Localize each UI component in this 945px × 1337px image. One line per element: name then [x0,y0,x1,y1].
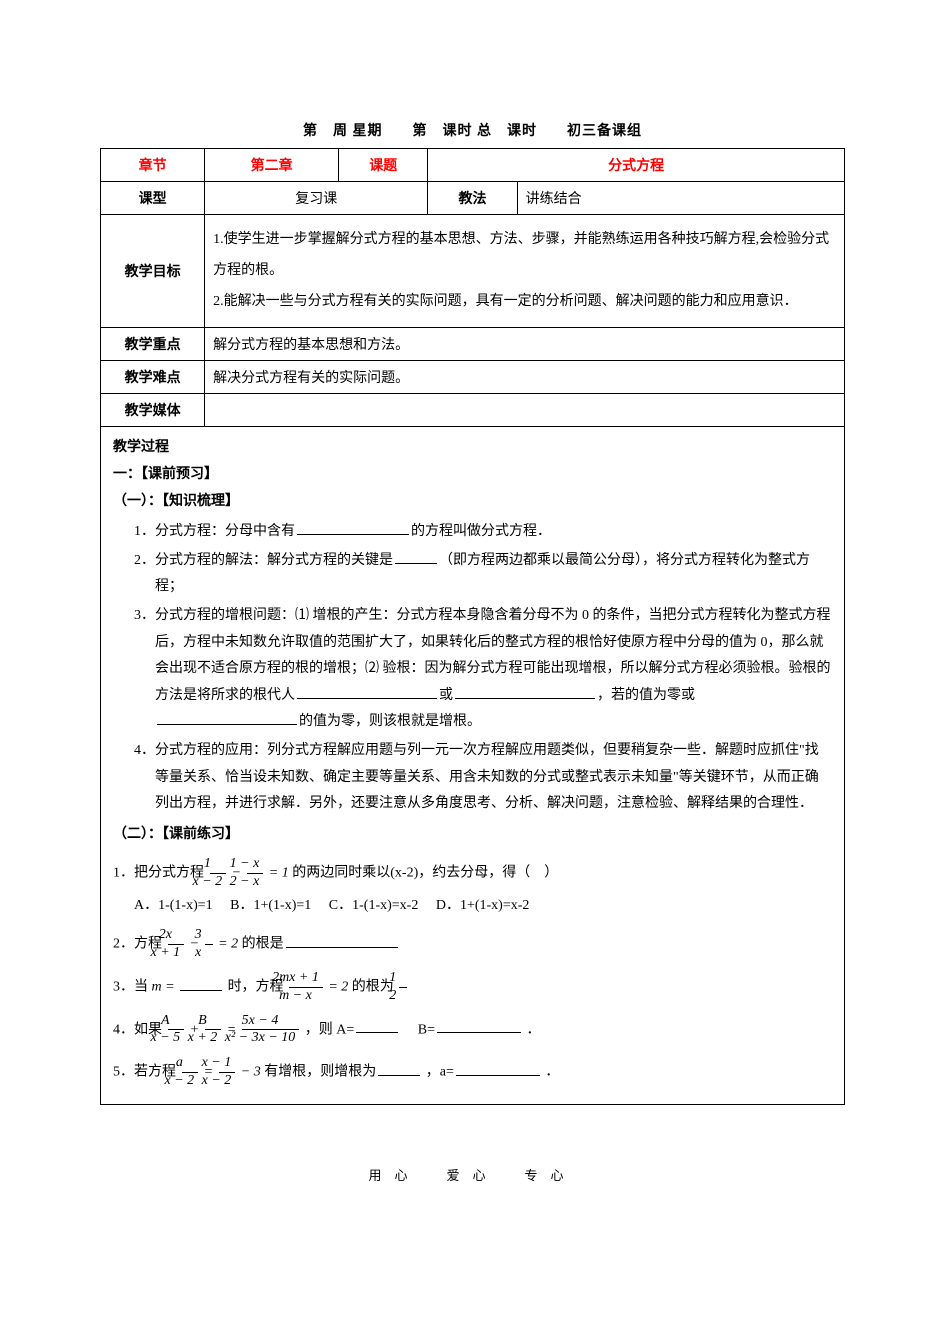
blank [180,976,222,991]
q4c: B= [404,1022,435,1037]
blank [437,1018,521,1033]
cell-goal-value: 1.使学生进一步掌握解分式方程的基本思想、方法、步骤，并能熟练运用各种技巧解方程… [205,215,845,328]
knowledge-list: 1．分式方程：分母中含有 的方程叫做分式方程． 2．分式方程的解法：解分式方程的关… [113,519,832,818]
knowledge-item-1: 1．分式方程：分母中含有 的方程叫做分式方程． [134,519,832,546]
preview-title: 一：【课前预习】 [113,462,832,489]
fraction: 5x − 4x² − 3x − 10 [242,1013,300,1048]
eq3r: = 2 [328,980,348,995]
q5c: ，a= [426,1065,454,1080]
blank [286,933,398,948]
q1a: 1．把分式方程 [113,866,204,881]
fraction: Ax − 5 [168,1013,185,1048]
goal-p2: 2.能解决一些与分式方程有关的实际问题，具有一定的分析问题、解决问题的能力和应用… [213,287,836,318]
cell-focus-value: 解分式方程的基本思想和方法。 [205,328,845,361]
cell-type-label: 课型 [101,182,205,215]
k3b: 或 [439,688,453,703]
blank [356,1018,398,1033]
fraction: x − 1x − 2 [219,1055,236,1090]
lesson-table: 章节 第二章 课题 分式方程 课型 复习课 教法 讲练结合 教学目标 1.使学生… [100,148,845,427]
cell-goal-label: 教学目标 [101,215,205,328]
eq5r: − 3 [241,1065,261,1080]
cell-media-value [205,394,845,427]
q4b: ，则 A= [305,1022,355,1037]
goal-p1: 1.使学生进一步掌握解分式方程的基本思想、方法、步骤，并能熟练运用各种技巧解方程… [213,225,836,287]
practice-q4: 4．如果 Ax − 5 + Bx + 2 = 5x − 4x² − 3x − 1… [113,1013,832,1048]
section2-title: （二）：【课前练习】 [113,822,832,849]
eq2r: = 2 [218,937,238,952]
cell-type-value: 复习课 [205,182,428,215]
fraction: ax − 2 [182,1055,199,1090]
k2a: 2．分式方程的解法：解分式方程的关键是 [134,553,393,568]
q4d: ． [527,1022,541,1037]
q5b: 有增根，则增根为 [264,1065,376,1080]
fraction: 12 [399,970,407,1005]
fraction: 2mx + 1m − x [289,970,323,1005]
blank [157,710,297,725]
knowledge-item-4: 4．分式方程的应用：列分式方程解应用题与列一元一次方程解应用题类似，但要稍复杂一… [134,738,832,818]
blank [456,1061,540,1076]
q5d: ． [545,1065,559,1080]
practice-q2: 2．方程 2xx + 1 − 3x = 2 的根是 [113,927,832,962]
k3c: ，若的值为零或 [597,688,695,703]
q3c: 的根为 [352,980,394,995]
q1-optA: A．1-(1-x)=1 [155,893,213,920]
cell-difficulty-label: 教学难点 [101,361,205,394]
k1a: 1．分式方程：分母中含有 [134,524,295,539]
page-footer: 用心 爱心 专心 [100,1165,845,1184]
k3d: 的值为零，则该根就是增根。 [299,714,481,729]
q1b: 的两边同时乘以(x-2)，约去分母，得（ ） [292,866,558,881]
cell-method-value: 讲练结合 [517,182,844,215]
fraction: 1 − x2 − x [247,856,264,891]
blank [455,684,595,699]
q3a: 3．当 [113,980,148,995]
page-header: 第 周 星期 第 课时 总 课时 初三备课组 [100,120,845,140]
practice-q3: 3．当 m = 时，方程 2mx + 1m − x = 2 的根为 12 [113,970,832,1005]
q1-optB: B．1+(1-x)=1 [251,893,311,920]
q2b: 的根是 [242,937,284,952]
blank [297,684,437,699]
k1b: 的方程叫做分式方程． [411,524,551,539]
cell-method-label: 教法 [428,182,517,215]
content-block: 教学过程 一：【课前预习】 （一）：【知识梳理】 1．分式方程：分母中含有 的方程… [100,427,845,1104]
q1-options: A．1-(1-x)=1 B．1+(1-x)=1 C．1-(1-x)=x-2 D．… [134,893,832,920]
cell-chapter-label: 章节 [101,149,205,182]
fraction: 2xx + 1 [168,927,185,962]
practice-q5: 5．若方程 ax − 2 = x − 1x − 2 − 3 有增根，则增根为 ，… [113,1055,832,1090]
blank [297,520,409,535]
eq1r: = 1 [269,866,289,881]
fraction: Bx + 2 [205,1013,222,1048]
cell-topic-label: 课题 [339,149,428,182]
q1-optC: C．1-(1-x)=x-2 [350,893,419,920]
fraction: 1x − 2 [210,856,227,891]
cell-topic-value: 分式方程 [428,149,845,182]
q1-optD: D．1+(1-x)=x-2 [457,893,530,920]
practice-q1: 1．把分式方程 1x − 2 − 1 − x2 − x = 1 的两边同时乘以(… [113,856,832,919]
process-title: 教学过程 [113,435,832,462]
blank [378,1061,420,1076]
knowledge-item-3: 3．分式方程的增根问题：⑴ 增根的产生：分式方程本身隐含着分母不为 0 的条件，… [134,603,832,736]
cell-chapter-value: 第二章 [205,149,339,182]
section1-title: （一）：【知识梳理】 [113,489,832,516]
m-eq: m = [152,980,179,995]
knowledge-item-2: 2．分式方程的解法：解分式方程的关键是（即方程两边都乘以最简公分母），将分式方程… [134,548,832,601]
fraction: 3x [205,927,213,962]
blank [395,549,437,564]
cell-focus-label: 教学重点 [101,328,205,361]
cell-difficulty-value: 解决分式方程有关的实际问题。 [205,361,845,394]
cell-media-label: 教学媒体 [101,394,205,427]
